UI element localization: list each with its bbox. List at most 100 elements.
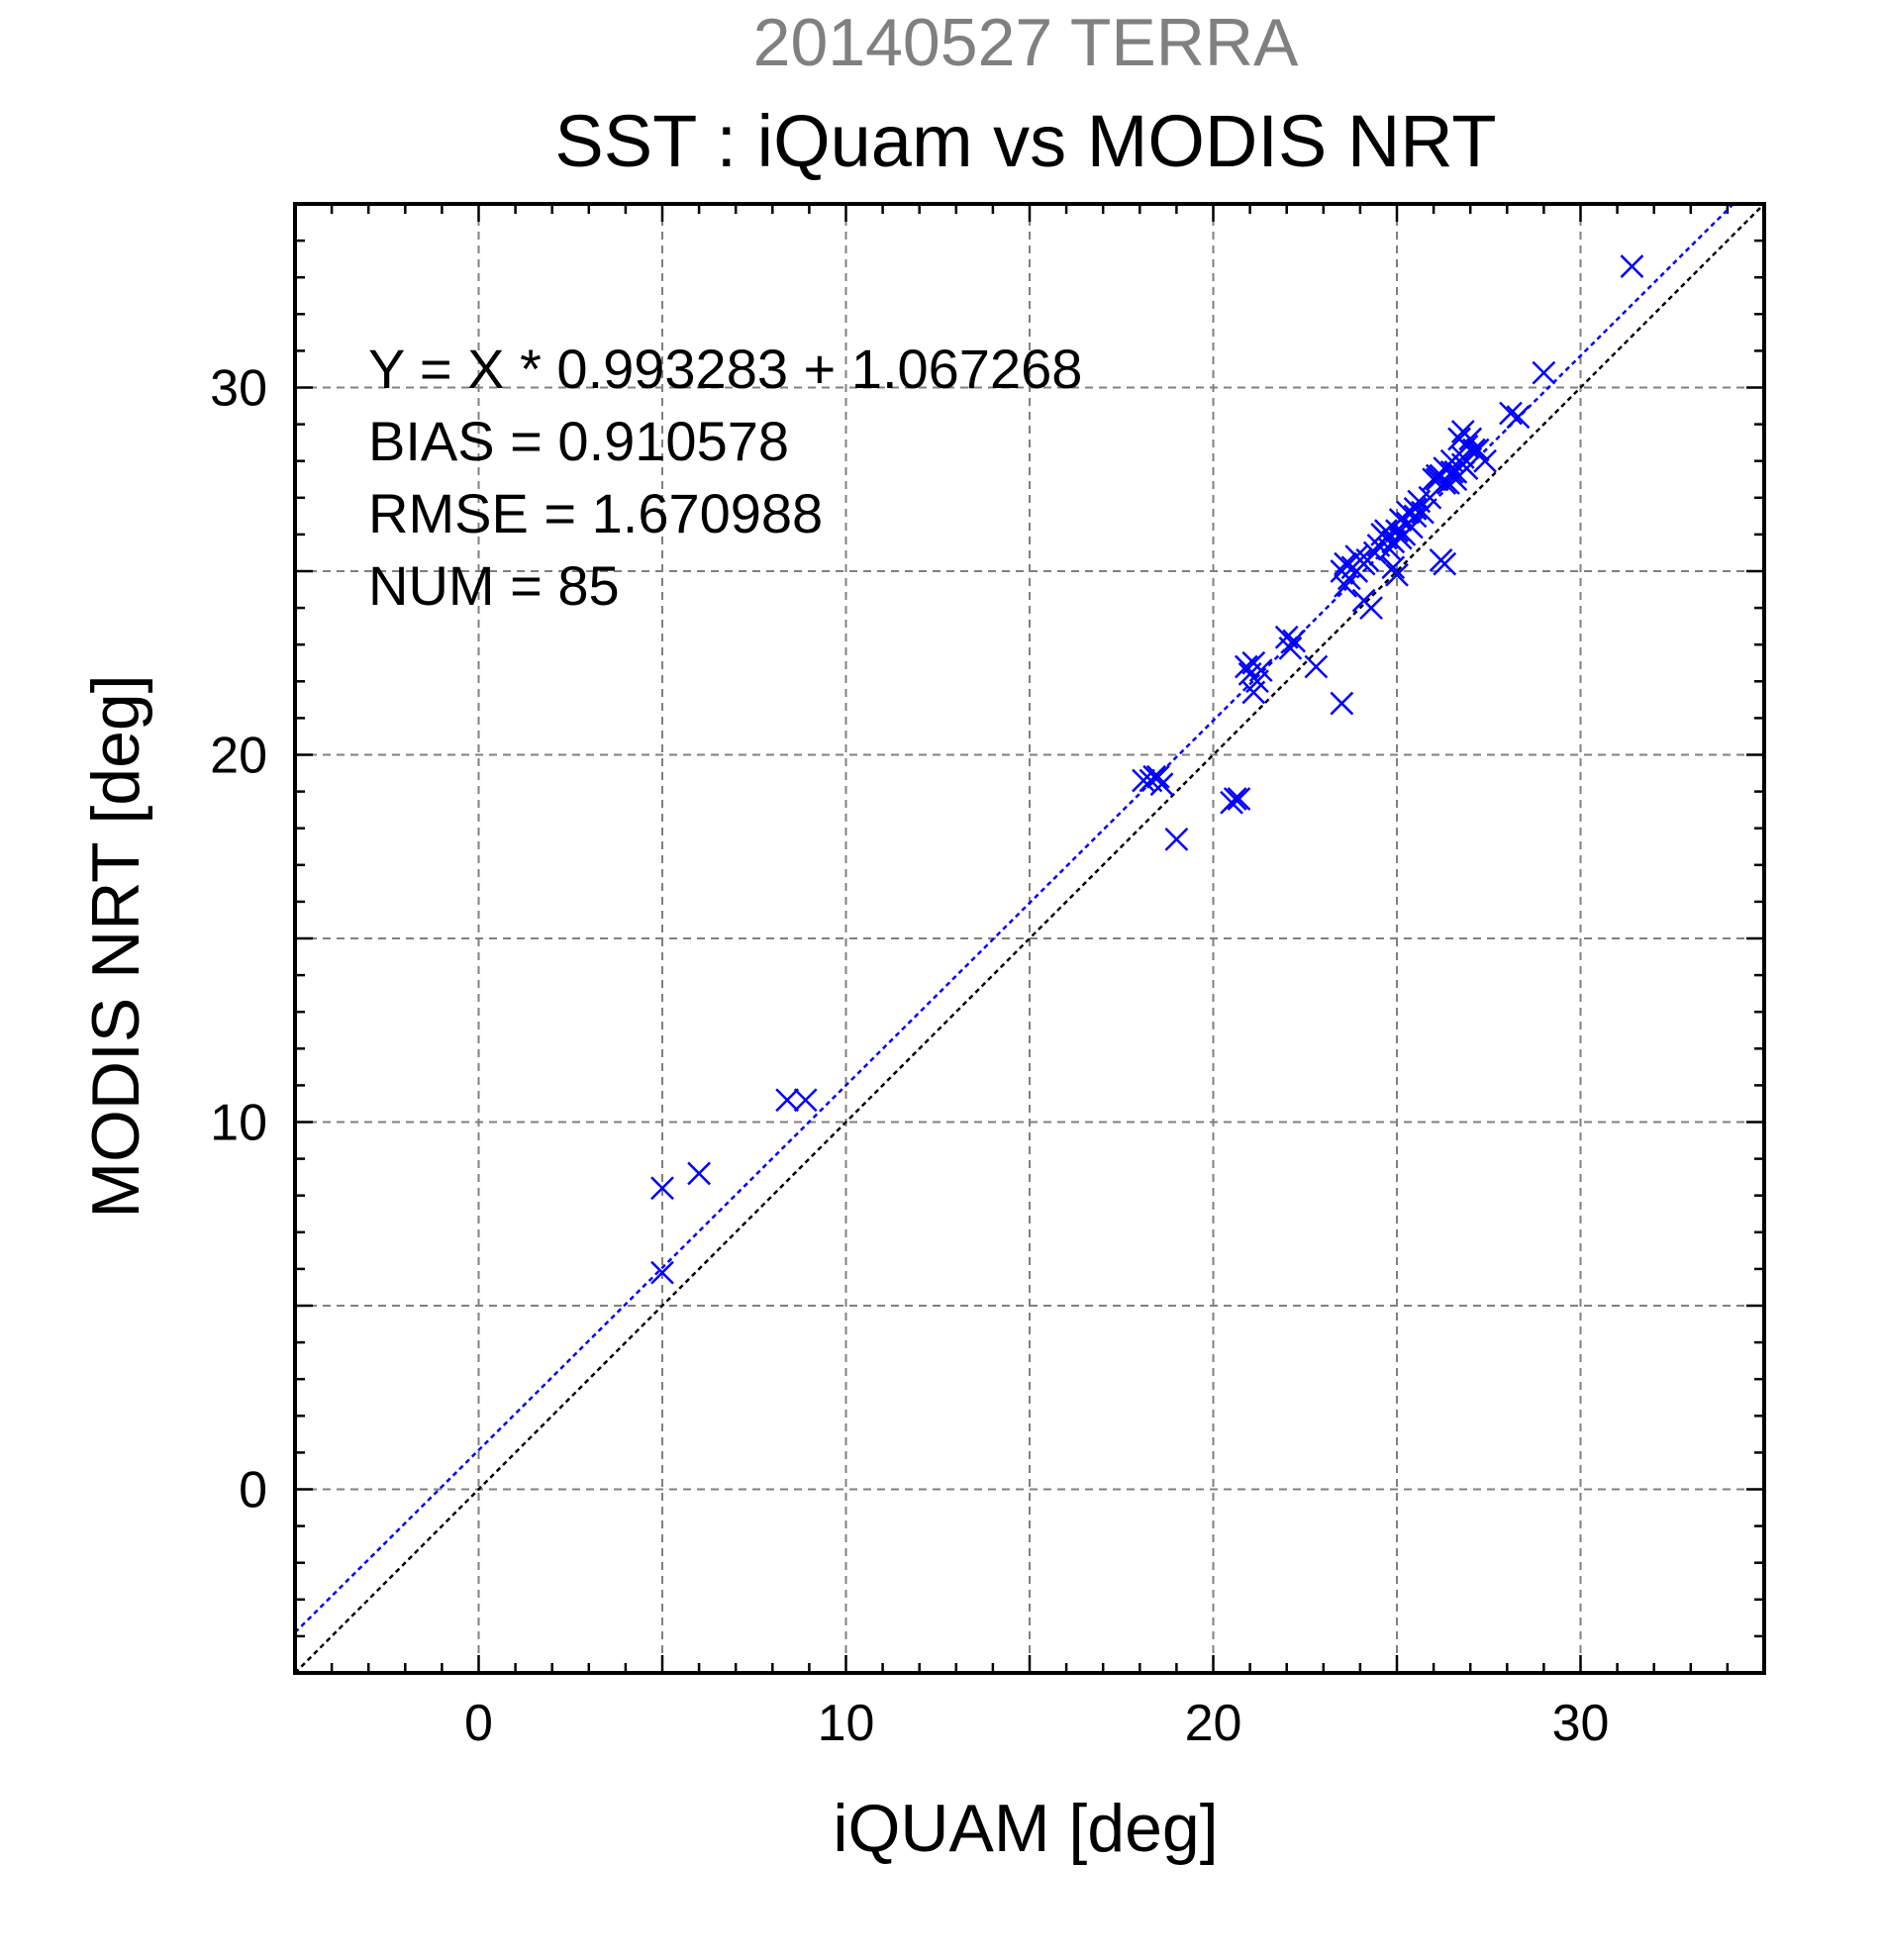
data-point-stroke — [1422, 467, 1445, 492]
data-point — [1355, 547, 1380, 572]
chart-supertitle: 20140527 TERRA — [753, 5, 1299, 80]
data-point — [1403, 504, 1428, 529]
x-axis-label: iQUAM [deg] — [833, 1791, 1218, 1866]
y-axis-label: MODIS NRT [deg] — [78, 674, 153, 1218]
data-point — [1235, 654, 1258, 679]
data-point-stroke — [650, 1260, 674, 1285]
data-point-stroke — [1235, 654, 1258, 679]
data-point — [1377, 537, 1402, 561]
data-point — [1439, 448, 1464, 473]
x-tick-label: 0 — [464, 1695, 493, 1752]
data-point-stroke — [1403, 504, 1428, 529]
data-point-stroke — [1439, 459, 1464, 484]
data-point-stroke — [1620, 254, 1644, 278]
data-point — [1465, 438, 1490, 462]
data-point — [1145, 764, 1170, 789]
data-point — [1411, 500, 1435, 525]
data-point-stroke — [650, 1176, 674, 1201]
data-point — [1499, 401, 1523, 426]
data-point-stroke — [1351, 588, 1376, 613]
data-point — [1220, 790, 1243, 815]
data-point-stroke — [1164, 827, 1189, 851]
y-tick-label: 30 — [210, 360, 267, 418]
data-point-stroke — [1425, 467, 1449, 492]
data-point-stroke — [1274, 625, 1299, 649]
data-point — [1241, 680, 1266, 705]
data-point-stroke — [1227, 787, 1251, 811]
data-point — [1304, 654, 1329, 679]
data-point-stroke — [793, 1088, 818, 1113]
data-points — [650, 254, 1644, 1285]
data-point — [1336, 566, 1361, 591]
stats-line: NUM = 85 — [368, 554, 620, 617]
data-point — [1454, 456, 1479, 481]
data-point-stroke — [1454, 456, 1479, 481]
data-point — [1278, 637, 1303, 660]
plot-frame — [293, 202, 1766, 1675]
data-point — [1282, 629, 1307, 653]
y-tick-label: 20 — [210, 728, 267, 785]
data-point — [793, 1088, 818, 1113]
data-point-stroke — [1241, 680, 1266, 705]
y-tick-label: 10 — [210, 1095, 267, 1152]
data-point — [1425, 467, 1449, 492]
data-point-stroke — [1418, 485, 1442, 510]
data-point-stroke — [1282, 629, 1307, 653]
grid-lines — [295, 204, 1764, 1673]
data-point — [1351, 588, 1376, 613]
data-point — [1418, 485, 1442, 510]
stats-line: BIAS = 0.910578 — [368, 410, 789, 472]
data-point-stroke — [1458, 427, 1483, 451]
stats-line: RMSE = 1.670988 — [368, 482, 823, 544]
data-point-stroke — [1462, 438, 1486, 462]
data-point-stroke — [1145, 764, 1170, 789]
identity-line — [294, 203, 1765, 1674]
data-point-stroke — [687, 1161, 711, 1186]
data-point — [1429, 547, 1453, 572]
data-point — [1164, 827, 1189, 851]
data-point — [1373, 519, 1398, 543]
x-tick-label: 20 — [1185, 1695, 1242, 1752]
data-point-stroke — [1499, 401, 1523, 426]
data-point-stroke — [1381, 555, 1406, 580]
x-tick-label: 30 — [1552, 1695, 1610, 1752]
data-point-stroke — [1304, 654, 1329, 679]
data-point — [650, 1260, 674, 1285]
data-point-stroke — [1238, 661, 1262, 686]
data-point-stroke — [1330, 691, 1354, 716]
data-point-stroke — [1465, 438, 1490, 462]
data-point — [775, 1088, 800, 1113]
data-point — [1142, 764, 1167, 789]
data-point-stroke — [1411, 500, 1435, 525]
data-point-stroke — [1355, 547, 1380, 572]
data-point — [1439, 459, 1464, 484]
data-point-stroke — [1506, 405, 1531, 430]
data-point — [1334, 551, 1357, 576]
data-point-stroke — [1220, 790, 1243, 815]
data-point-stroke — [1334, 551, 1357, 576]
data-point-stroke — [1473, 448, 1497, 473]
stats-box: Y = X * 0.993283 + 1.067268 BIAS = 0.9105… — [368, 338, 1082, 617]
data-point — [1385, 562, 1409, 587]
data-point — [1620, 254, 1644, 278]
stats-line: Y = X * 0.993283 + 1.067268 — [368, 338, 1082, 400]
reference-lines — [294, 203, 1765, 1674]
data-point — [1334, 573, 1357, 598]
data-point-stroke — [1142, 764, 1167, 789]
data-point-stroke — [1336, 566, 1361, 591]
data-point-stroke — [1334, 573, 1357, 598]
data-point — [1403, 497, 1428, 521]
data-point-stroke — [1278, 637, 1303, 660]
data-point-stroke — [775, 1088, 800, 1113]
chart-title: SST : iQuam vs MODIS NRT — [554, 100, 1496, 182]
data-point — [687, 1161, 711, 1186]
data-point-stroke — [1344, 544, 1369, 569]
data-point-stroke — [1366, 534, 1391, 557]
data-point — [1227, 787, 1251, 811]
data-point-stroke — [1439, 448, 1464, 473]
tick-labels: 0 10 20 30 0 10 20 30 — [210, 360, 1609, 1753]
data-point-stroke — [1385, 562, 1409, 587]
data-point-stroke — [1377, 537, 1402, 561]
x-tick-label: 10 — [818, 1695, 875, 1752]
